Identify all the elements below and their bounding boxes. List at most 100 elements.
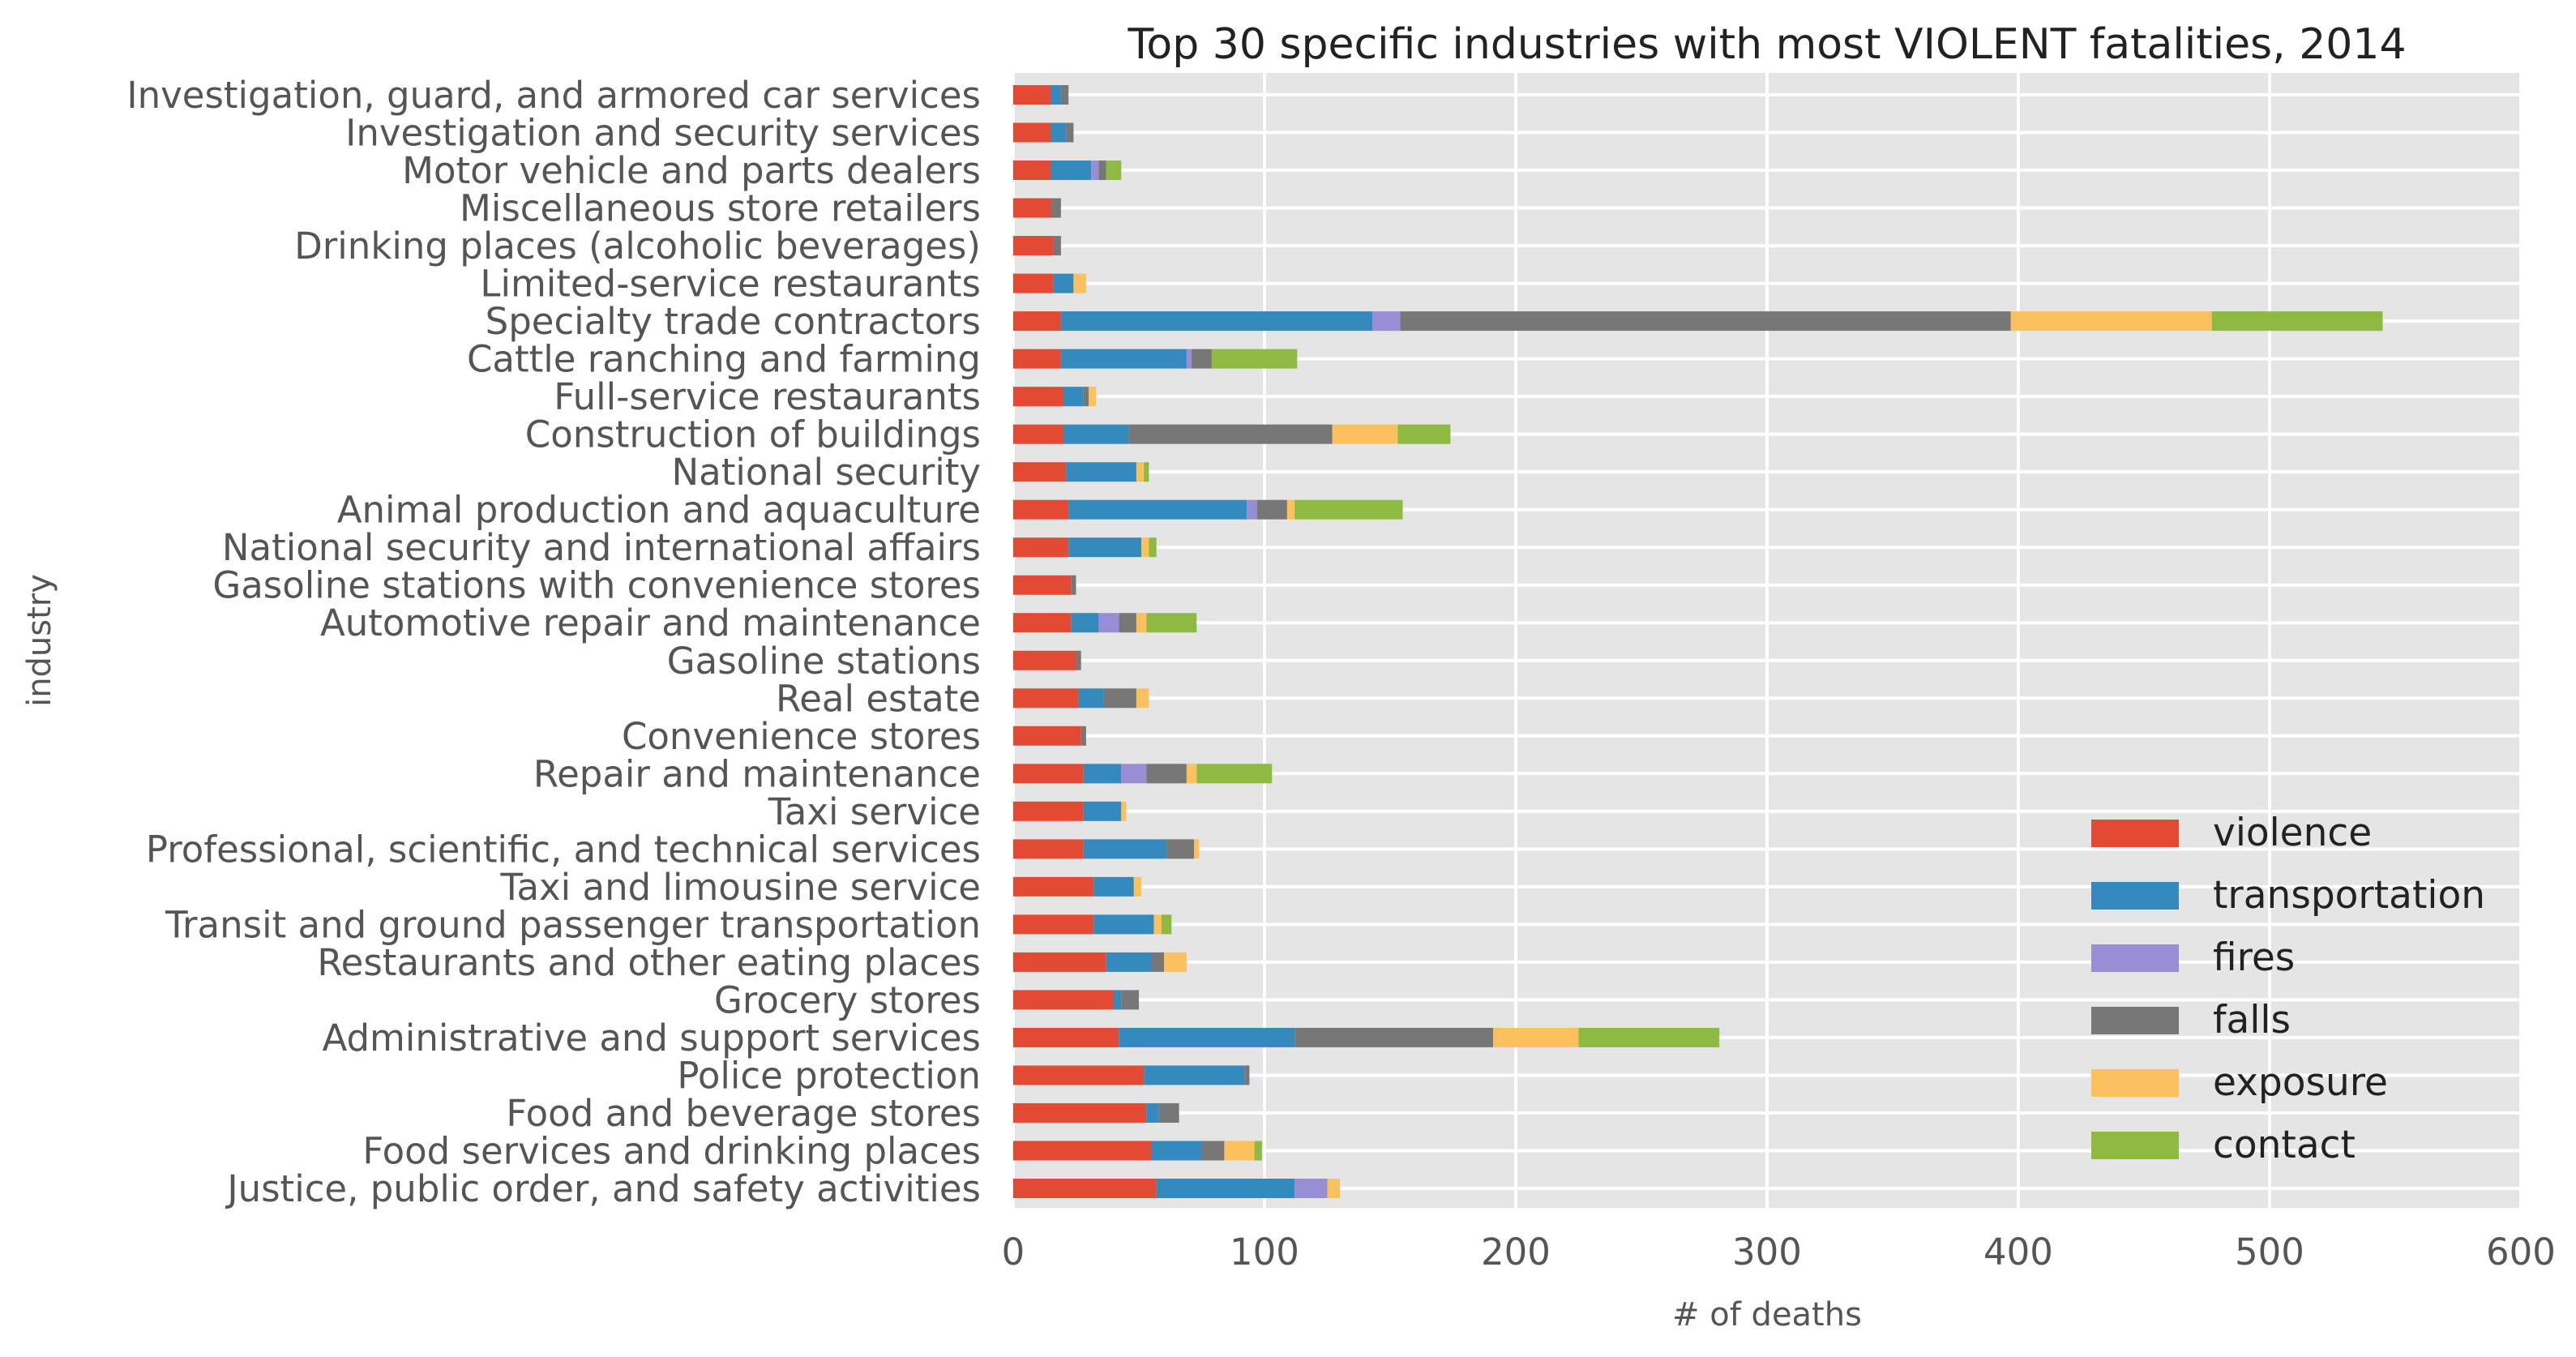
bar-segment-violence [1013, 236, 1054, 256]
bar-segment-falls [1146, 764, 1187, 784]
bar-segment-exposure [1186, 764, 1197, 784]
category-label: Gasoline stations with convenience store… [212, 564, 981, 607]
legend: violence transportation fires falls exposure… [2091, 811, 2485, 1167]
bar-segment-transportation [1068, 499, 1247, 520]
category-label: Specialty trade contractors [486, 300, 981, 343]
category-label: Limited-service restaurants [480, 263, 981, 306]
category-label: Real estate [776, 677, 981, 720]
category-label: Food services and drinking places [362, 1129, 981, 1172]
bar-segment-falls [1121, 990, 1139, 1010]
bar-segment-fires [1247, 499, 1257, 520]
bar-segment-transportation [1093, 876, 1134, 897]
bar-segment-falls [1192, 349, 1212, 369]
bar-segment-exposure [2010, 311, 2212, 332]
bar-segment-violence [1013, 499, 1069, 520]
bar-segment-violence [1013, 462, 1067, 482]
bar-segment-exposure [1073, 273, 1086, 293]
bar-segment-contact [1211, 349, 1298, 369]
legend-label: contact [2213, 1123, 2356, 1167]
bar-segment-transportation [1083, 764, 1122, 784]
bar-segment-violence [1013, 122, 1051, 143]
bar-segment-violence [1013, 537, 1069, 558]
bar-segment-falls [1080, 726, 1086, 746]
bar-segment-violence [1013, 990, 1114, 1010]
bar-segment-transportation [1051, 161, 1092, 181]
x-tick-label: 100 [1230, 1231, 1299, 1274]
x-axis-label: # of deaths [1672, 1296, 1862, 1333]
category-label: Taxi service [768, 790, 981, 833]
bar-segment-violence [1013, 1027, 1119, 1047]
legend-swatch [2091, 1069, 2179, 1097]
bar-segment-violence [1013, 273, 1054, 293]
bar-segment-contact [1254, 1141, 1262, 1161]
category-label: Restaurants and other eating places [317, 941, 981, 984]
category-label: Convenience stores [622, 715, 981, 758]
bar-segment-exposure [1136, 688, 1149, 708]
category-label: Transit and ground passenger transportat… [165, 903, 981, 946]
bar-segment-transportation [1083, 839, 1167, 859]
category-label: Justice, public order, and safety activi… [225, 1167, 981, 1210]
bar-segment-exposure [1332, 424, 1398, 444]
bar-segment-falls [1098, 161, 1106, 181]
bar-segment-fires [1186, 349, 1192, 369]
bar-segment-fires [1121, 764, 1147, 784]
bar-segment-falls [1053, 236, 1061, 256]
bar-segment-transportation [1053, 273, 1074, 293]
bar-segment-falls [1158, 1102, 1179, 1123]
bar-segment-transportation [1078, 688, 1104, 708]
bar-segment-exposure [1286, 499, 1295, 520]
bar-segment-fires [1294, 1179, 1328, 1198]
bar-segment-violence [1013, 914, 1094, 935]
bar-segment-violence [1013, 311, 1061, 332]
bar-segment-violence [1013, 839, 1084, 859]
category-label: Repair and maintenance [533, 752, 981, 795]
bar-segment-fires [1091, 161, 1099, 181]
bar-segment-exposure [1327, 1179, 1340, 1198]
bar-segment-violence [1013, 198, 1051, 218]
bar-segment-transportation [1063, 387, 1084, 407]
bar-segment-transportation [1060, 311, 1373, 332]
bar-segment-exposure [1133, 876, 1142, 897]
bar-segment-violence [1013, 801, 1084, 821]
bar-segment-violence [1013, 688, 1079, 708]
bar-segment-exposure [1224, 1141, 1255, 1161]
bar-segment-contact [1196, 764, 1273, 784]
bar-segment-transportation [1119, 1027, 1295, 1047]
bar-segment-violence [1013, 1179, 1157, 1198]
category-label: Animal production and aquaculture [337, 489, 981, 532]
bar-segment-falls [1051, 198, 1061, 218]
bar-segment-transportation [1106, 952, 1152, 972]
bar-segment-violence [1013, 876, 1094, 897]
bar-segment-violence [1013, 1102, 1147, 1123]
bar-segment-exposure [1121, 801, 1127, 821]
category-label: Miscellaneous store retailers [460, 187, 981, 230]
bar-segment-exposure [1153, 914, 1162, 935]
bar-segment-exposure [1164, 952, 1187, 972]
bar-segment-exposure [1141, 537, 1149, 558]
bar-segment-violence [1013, 85, 1051, 105]
legend-label: falls [2213, 998, 2291, 1042]
x-tick-label: 0 [1002, 1231, 1025, 1274]
bar-segment-contact [2211, 311, 2383, 332]
bar-segment-falls [1060, 85, 1069, 105]
bar-segment-transportation [1063, 424, 1129, 444]
x-tick-labels: 0 100 200 300 400 500 600 [1002, 1231, 2556, 1274]
bar-segment-exposure [1136, 462, 1145, 482]
bar-segment-transportation [1083, 801, 1122, 821]
bar-segment-violence [1013, 650, 1076, 670]
bar-segment-falls [1128, 424, 1333, 444]
legend-label: exposure [2213, 1060, 2388, 1105]
x-tick-label: 500 [2235, 1231, 2304, 1274]
category-label: National security [672, 451, 982, 494]
category-label: Food and beverage stores [506, 1092, 981, 1135]
bar-segment-transportation [1051, 122, 1067, 143]
grid-lines [1012, 73, 2523, 1208]
bar-segment-contact [1578, 1027, 1720, 1047]
bar-segment-violence [1013, 387, 1063, 407]
legend-label: violence [2213, 811, 2372, 855]
bar-segment-exposure [1493, 1027, 1579, 1047]
chart-title: Top 30 specific industries with most VIO… [1127, 20, 2406, 69]
bar-segment-contact [1397, 424, 1451, 444]
category-label: Grocery stores [714, 978, 981, 1021]
